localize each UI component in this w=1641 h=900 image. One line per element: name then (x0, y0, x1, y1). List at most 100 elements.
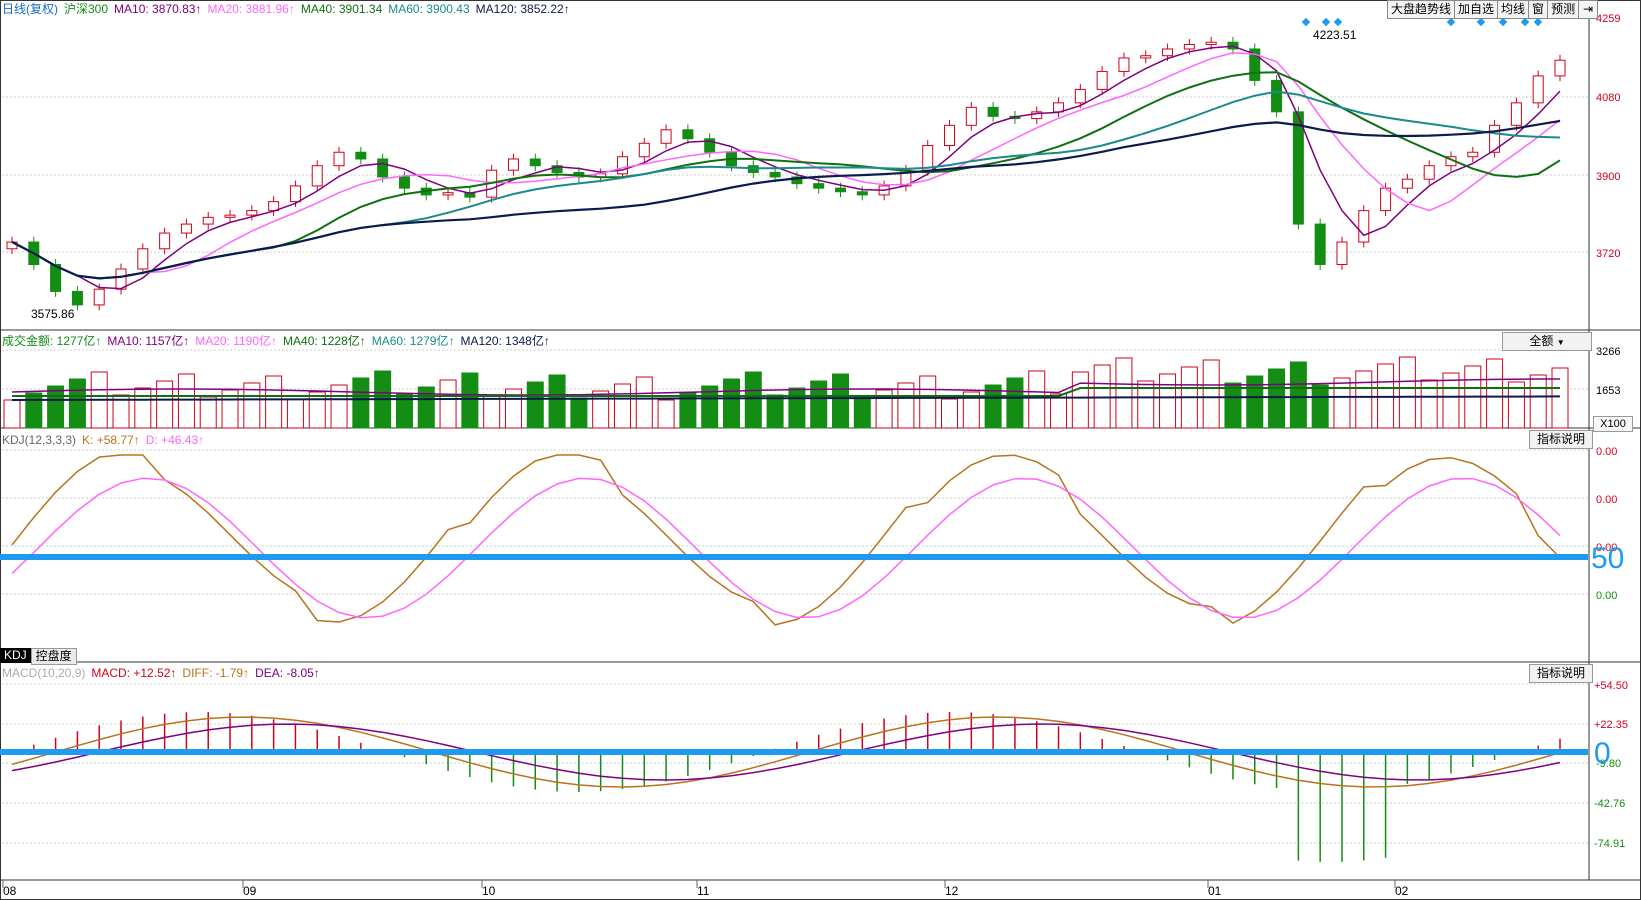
candle-body (1031, 111, 1043, 120)
date-tick: 11 (697, 884, 710, 898)
candle-body (529, 158, 541, 167)
macd-zero-label: 0 (1594, 737, 1611, 770)
low-price-marker: 3575.86 (31, 307, 75, 321)
vol-ma20-value: MA20: 1190亿↑ (195, 334, 278, 348)
kdj-d-line (11, 477, 1561, 619)
candle-body (1489, 124, 1501, 153)
candle-body (1467, 151, 1479, 158)
kdj-help-button[interactable]: 指标说明 (1529, 430, 1593, 449)
candle-body (1401, 178, 1413, 189)
volume-bar (570, 397, 588, 429)
candlesticks[interactable] (6, 36, 1566, 311)
candle-body (224, 214, 236, 218)
volume-bar (832, 373, 850, 429)
volume-bar (134, 387, 152, 429)
reference-lines (0, 554, 1588, 755)
volume-bar (635, 376, 653, 429)
chart-toolbar: 大盘趋势线 加自选 均线 窗 预测 ⇥ (1387, 0, 1599, 19)
candle-body (616, 156, 628, 175)
volume-bar (265, 375, 283, 429)
volume-bar (352, 377, 370, 429)
candle-body (202, 216, 214, 225)
macd-histogram (33, 712, 1561, 862)
volume-bar (1202, 359, 1220, 429)
signal-diamond (1520, 17, 1530, 27)
candle-body (769, 171, 781, 178)
candle-body (682, 129, 694, 140)
macd-title[interactable]: MACD(10,20,9) (2, 666, 86, 680)
volume-bar (679, 392, 697, 429)
kdj-k-value: K: +58.77↑ (82, 433, 140, 447)
signal-diamond (1321, 17, 1331, 27)
exit-arrow-icon[interactable]: ⇥ (1578, 0, 1599, 19)
high-price-marker: 4223.51 (1313, 28, 1357, 42)
macd-dea-value: DEA: -8.05↑ (255, 666, 320, 680)
candle-body (377, 158, 389, 178)
volume-bar (1050, 393, 1068, 429)
volume-legend: 成交金额: 1277亿↑ MA10: 1157亿↑ MA20: 1190亿↑ MA40… (2, 333, 556, 349)
macd-tick: +22.35 (1594, 719, 1628, 731)
volume-bar (897, 382, 915, 429)
macd-tick: -42.76 (1594, 798, 1625, 810)
candle-body (180, 223, 192, 234)
kdj-tick: 0.00 (1596, 590, 1617, 602)
signal-diamond (1498, 17, 1508, 27)
forecast-button[interactable]: 预测 (1547, 0, 1580, 19)
indicator-tabs: KDJ 控盘度 (0, 648, 77, 665)
candle-body (987, 106, 999, 117)
volume-type-value: 全额 (1529, 334, 1554, 348)
volume-bar (439, 379, 457, 429)
volume-type-select[interactable]: 全额 ▼ (1502, 332, 1592, 351)
candle-body (50, 263, 62, 292)
candle-body (1423, 165, 1435, 180)
index-name: 沪深300 (64, 2, 109, 16)
ma-line-button[interactable]: 均线 (1497, 0, 1530, 19)
volume-ma40-line (12, 387, 1560, 397)
kdj-title[interactable]: KDJ(12,3,3,3) (2, 433, 77, 447)
volume-bar (3, 399, 21, 429)
signal-diamond (1533, 17, 1543, 27)
volume-bar (177, 373, 195, 429)
signal-diamond (1333, 17, 1343, 27)
candle-body (1053, 102, 1065, 113)
tab-control-degree[interactable]: 控盘度 (30, 648, 77, 665)
candle-body (137, 248, 149, 270)
volume-bar (962, 391, 980, 429)
chart-period[interactable]: 日线(复权) (2, 2, 58, 16)
volume-bar (657, 399, 675, 429)
candle-body (93, 288, 105, 306)
volume-bar (1333, 377, 1351, 429)
price-tick: 3720 (1596, 248, 1620, 260)
volume-bar (461, 372, 479, 429)
ma10-value: MA10: 3870.83↑ (114, 2, 202, 16)
volume-bar (853, 396, 871, 429)
macd-tick: -9.80 (1596, 758, 1621, 770)
date-tick: 10 (482, 884, 496, 898)
date-tick: 12 (945, 884, 959, 898)
kdj-tick: 0.00 (1596, 494, 1617, 506)
ma60-value: MA60: 3900.43 (388, 2, 470, 16)
add-watchlist-button[interactable]: 加自选 (1454, 0, 1499, 19)
volume-bar (941, 398, 959, 429)
volume-bar (1551, 367, 1569, 429)
date-tick: 01 (1208, 884, 1222, 898)
volume-bar (286, 398, 304, 429)
volume-tick: 3266 (1596, 346, 1620, 358)
macd-help-button[interactable]: 指标说明 (1529, 664, 1593, 683)
volume-ma120-line (11, 395, 1561, 401)
window-button[interactable]: 窗 (1528, 0, 1549, 19)
date-tick: 09 (243, 884, 257, 898)
candle-body (1510, 102, 1522, 126)
price-legend: 日线(复权) 沪深300 MA10: 3870.83↑ MA20: 3881.96↑ M… (2, 1, 576, 17)
candle-body (1162, 48, 1174, 57)
vol-ma40-value: MA40: 1228亿↑ (283, 334, 366, 348)
candle-body (311, 165, 323, 187)
candle-body (159, 232, 171, 250)
volume-bar (810, 380, 828, 429)
macd-legend: MACD(10,20,9) MACD: +12.52↑ DIFF: -1.79↑ DE… (2, 665, 326, 681)
trend-line-button[interactable]: 大盘趋势线 (1387, 0, 1456, 19)
volume-bar (1006, 377, 1024, 429)
ma120-value: MA120: 3852.22↑ (475, 2, 570, 16)
tab-kdj[interactable]: KDJ (0, 648, 31, 663)
